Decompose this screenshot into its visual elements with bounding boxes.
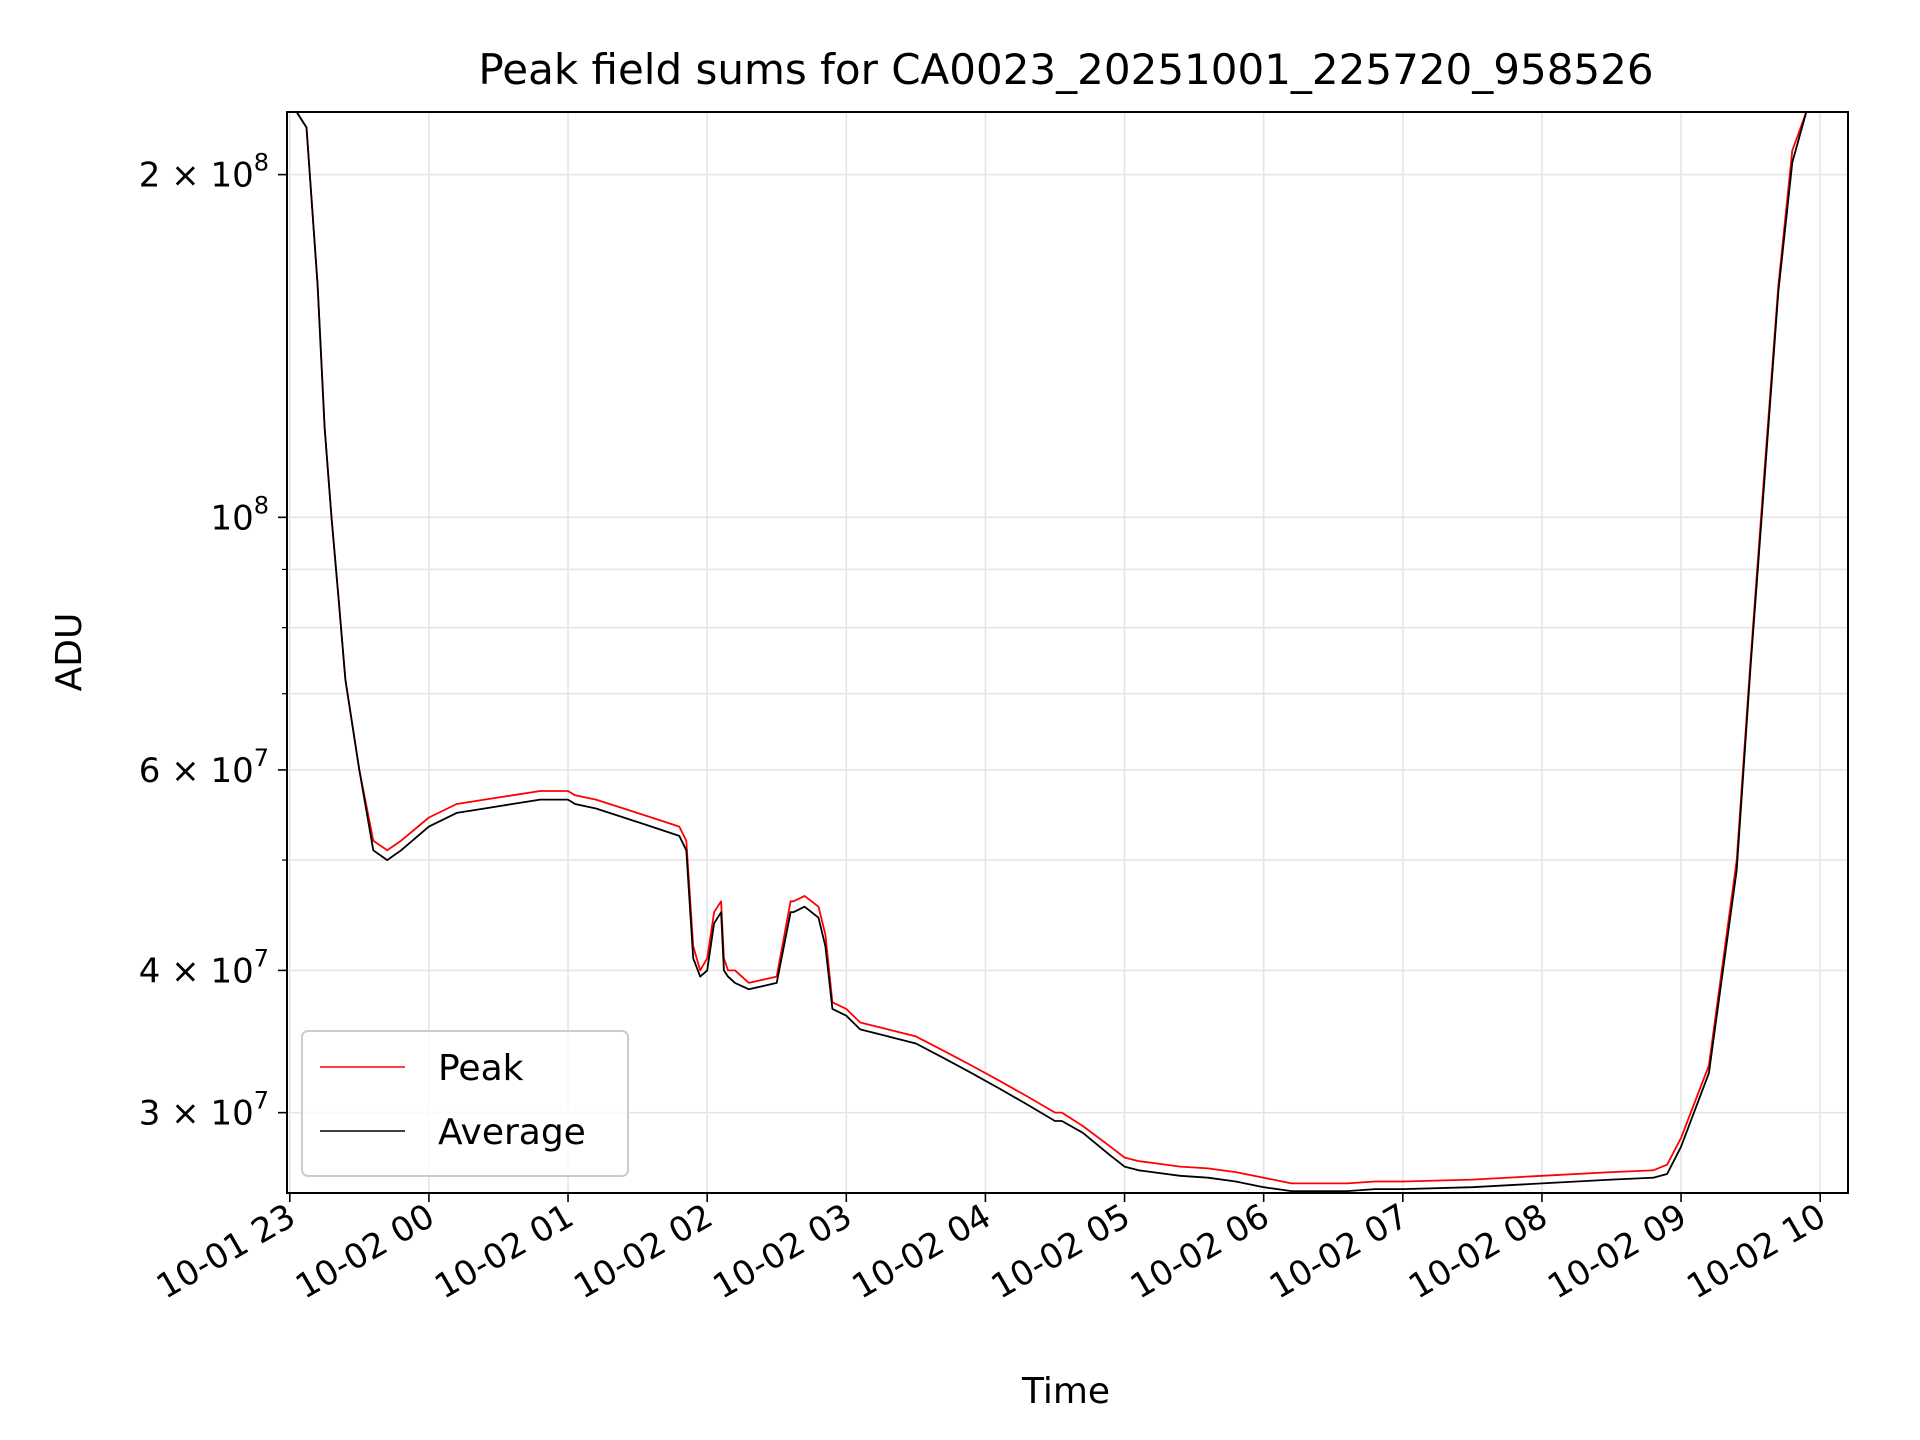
y-tick-label: 108: [210, 491, 269, 538]
series-line-average: [295, 112, 1835, 1192]
y-tick-times: ×: [160, 751, 210, 791]
y-tick-exponent: 7: [254, 1087, 269, 1115]
chart-title: Peak field sums for CA0023_20251001_2257…: [478, 45, 1653, 94]
grid: [287, 112, 1848, 1193]
y-tick-times: ×: [160, 156, 210, 196]
y-tick-times: ×: [160, 1094, 210, 1134]
series-line-peak: [295, 112, 1835, 1185]
series-layer: [295, 112, 1835, 1192]
y-tick-base: 10: [210, 1094, 253, 1134]
y-tick-label: 6 × 107: [139, 744, 269, 791]
y-tick-exponent: 7: [254, 744, 269, 772]
y-tick-label: 2 × 108: [139, 149, 269, 196]
legend-label-average: Average: [438, 1112, 586, 1153]
y-tick-mantissa: 6: [139, 751, 161, 791]
y-tick-mantissa: 4: [139, 951, 161, 991]
y-tick-base: 10: [210, 156, 253, 196]
y-tick-times: ×: [160, 951, 210, 991]
legend: Peak Average: [301, 1030, 629, 1177]
y-tick-base: 10: [210, 951, 253, 991]
x-axis-label: Time: [1021, 1371, 1110, 1412]
y-tick-base: 10: [210, 751, 253, 791]
y-tick-exponent: 8: [254, 491, 269, 519]
legend-label-peak: Peak: [438, 1048, 524, 1089]
y-tick-exponent: 7: [254, 944, 269, 972]
y-tick-label: 3 × 107: [139, 1087, 269, 1134]
plot-frame: [286, 111, 1849, 1194]
y-tick-base: 10: [210, 498, 253, 538]
y-tick-exponent: 8: [254, 149, 269, 177]
y-tick-mantissa: 3: [139, 1094, 161, 1134]
y-axis-label: ADU: [49, 613, 90, 692]
y-tick-label: 4 × 107: [139, 944, 269, 991]
y-tick-mantissa: 2: [139, 156, 161, 196]
